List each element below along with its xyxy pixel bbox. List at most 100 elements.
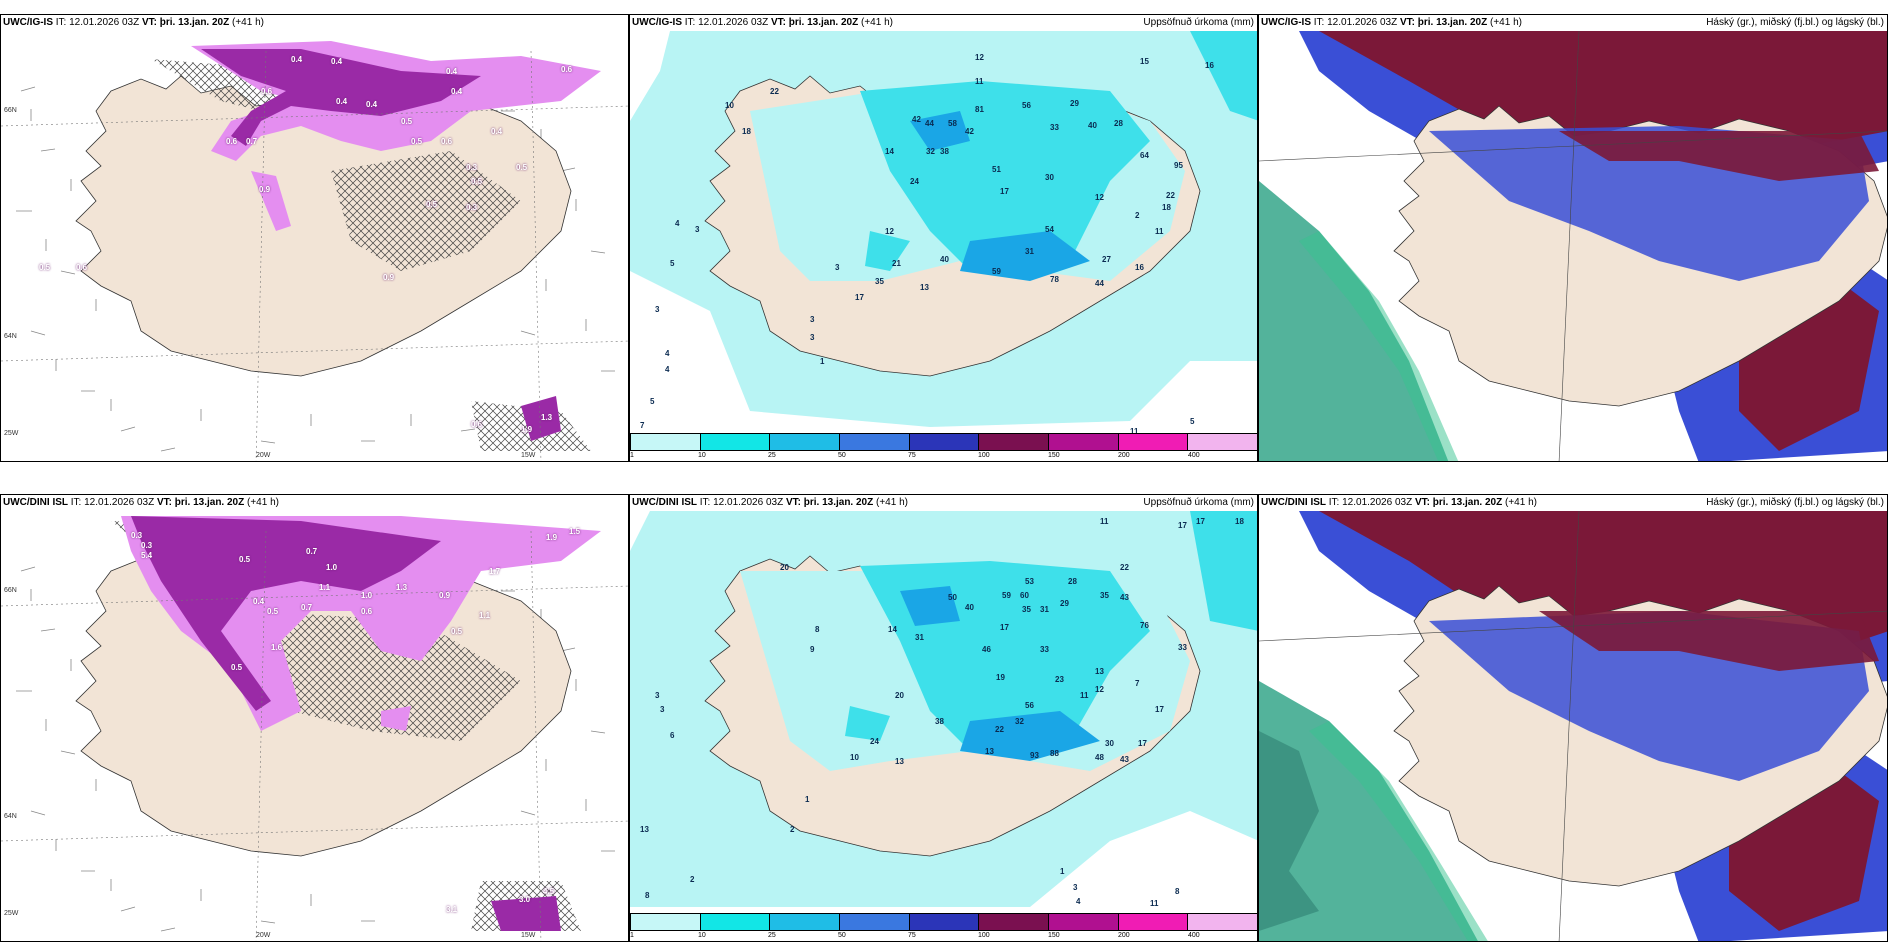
- precip-value: 12: [1095, 193, 1104, 202]
- precip-value: 19: [996, 673, 1005, 682]
- legend-tick: 100: [978, 452, 990, 459]
- precip-value: 3: [810, 333, 815, 342]
- snow-value: 3.0: [519, 895, 531, 904]
- snow-value: 0.4: [336, 97, 348, 106]
- precip-value: 3: [655, 305, 660, 314]
- snow-value: 1.5: [569, 527, 581, 536]
- precip-value: 2: [790, 825, 795, 834]
- precip-value: 43: [1120, 755, 1129, 764]
- snow-map: [1, 41, 628, 461]
- precip-value: 59: [1002, 591, 1011, 600]
- legend-swatch: [631, 434, 701, 450]
- legend-swatch: [770, 914, 841, 930]
- legend-swatch: [700, 914, 771, 930]
- precip-value: 17: [1000, 623, 1009, 632]
- precip-value: 12: [975, 53, 984, 62]
- precip-value: 11: [1150, 899, 1159, 908]
- snow-value: 1.0: [326, 563, 338, 572]
- precip-value: 22: [1166, 191, 1175, 200]
- snow-value: 0.7: [301, 603, 313, 612]
- legend-swatch: [1188, 914, 1257, 930]
- precip-value: 3: [660, 705, 665, 714]
- snow-value: 0.5: [239, 555, 251, 564]
- legend-swatch: [840, 914, 910, 930]
- precip-value: 27: [1102, 255, 1111, 264]
- snow-value: 1.6: [271, 643, 283, 652]
- lat-label: 66N: [4, 107, 17, 114]
- wind-barbs: [16, 86, 615, 452]
- lat-label: 64N: [4, 333, 17, 340]
- precip-value: 3: [1073, 883, 1078, 892]
- panel-top-right-clouds: UWC/IG-IS IT: 12.01.2026 03Z VT: þri. 13…: [1258, 14, 1888, 462]
- snow-value: 1.0: [361, 591, 373, 600]
- legend-swatch: [1049, 914, 1119, 930]
- precip-value: 4: [665, 349, 670, 358]
- precip-value: 4: [1076, 897, 1081, 906]
- precip-value: 6: [670, 731, 675, 740]
- precip-value: 13: [985, 747, 994, 756]
- precip-value: 11: [1100, 517, 1109, 526]
- precip-value: 40: [965, 603, 974, 612]
- precip-value: 2: [690, 875, 695, 884]
- precip-value: 21: [892, 259, 901, 268]
- precip-value: 42: [965, 127, 974, 136]
- precip-value: 20: [895, 691, 904, 700]
- legend-tick: 10: [698, 932, 706, 939]
- precip-value: 18: [742, 127, 751, 136]
- snow-value: 0.4: [366, 100, 378, 109]
- snow-value: 0.6: [76, 263, 88, 272]
- snow-value: 1.7: [489, 567, 501, 576]
- snow-value: 0.4: [491, 127, 503, 136]
- legend-tick: 50: [838, 932, 846, 939]
- precip-value: 24: [870, 737, 879, 746]
- snow-value: 1.9: [521, 425, 533, 434]
- precip-value: 4: [675, 219, 680, 228]
- precip-value: 46: [982, 645, 991, 654]
- precip-value: 13: [1095, 667, 1104, 676]
- lon-label: 15W: [521, 452, 536, 459]
- precip-value: 31: [1025, 247, 1034, 256]
- precip-value: 50: [948, 593, 957, 602]
- precip-value: 5: [670, 259, 675, 268]
- precip-value: 17: [1000, 187, 1009, 196]
- precip-value: 35: [1100, 591, 1109, 600]
- snow-value: 0.6: [561, 65, 573, 74]
- snow-value: 5.4: [141, 551, 153, 560]
- precip-value: 35: [1022, 605, 1031, 614]
- snow-value: 0.9: [383, 273, 395, 282]
- precip-value: 14: [888, 625, 897, 634]
- precip-value: 56: [1025, 701, 1034, 710]
- precip-value: 11: [1155, 227, 1164, 236]
- snow-value: 0.3: [131, 531, 143, 540]
- snow-value: 0.9: [259, 185, 271, 194]
- snow-value: 0.5: [451, 627, 463, 636]
- precip-value: 17: [1178, 521, 1187, 530]
- precip-value: 11: [1080, 691, 1089, 700]
- snow-value: 3.1: [446, 905, 458, 914]
- legend-tick: 200: [1118, 932, 1130, 939]
- precip-value: 3: [835, 263, 840, 272]
- precip-value: 17: [1196, 517, 1205, 526]
- snow-map: [1, 516, 628, 941]
- precip-legend: 1 10 25 50 75 100 150 200 400: [630, 433, 1257, 461]
- precip-map: [630, 31, 1257, 427]
- legend-tick: 50: [838, 452, 846, 459]
- precip-value: 17: [1138, 739, 1147, 748]
- precip-value: 42: [912, 115, 921, 124]
- snow-value: 1.1: [319, 583, 331, 592]
- precip-value: 1: [820, 357, 825, 366]
- panel-subtitle: Háský (gr.), miðský (fj.bl.) og lágský (…: [1706, 17, 1884, 28]
- legend-swatch: [1188, 434, 1257, 450]
- legend-tick: 150: [1048, 452, 1060, 459]
- legend-swatch: [631, 914, 701, 930]
- panel-title: UWC/IG-IS IT: 12.01.2026 03Z VT: þri. 13…: [632, 17, 893, 28]
- precip-value: 51: [992, 165, 1001, 174]
- precip-value: 40: [940, 255, 949, 264]
- precip-value: 13: [895, 757, 904, 766]
- snow-value: 1.1: [479, 611, 491, 620]
- lat-label: 66N: [4, 587, 17, 594]
- precip-value: 60: [1020, 591, 1029, 600]
- legend-swatch: [1049, 434, 1119, 450]
- snow-value: 1.3: [541, 413, 553, 422]
- precip-value: 81: [975, 105, 984, 114]
